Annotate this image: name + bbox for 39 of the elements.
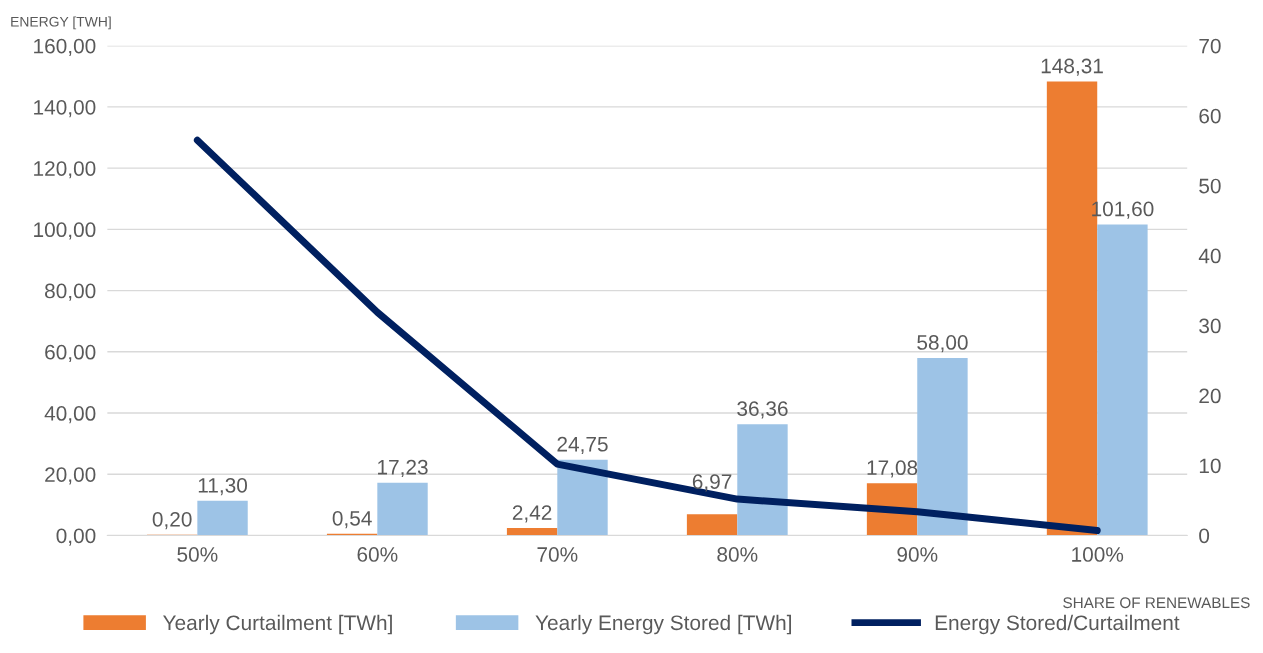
y2-tick-label: 70 bbox=[1199, 38, 1221, 54]
data-label: 0,54 bbox=[332, 510, 372, 529]
y-tick-label: 160,00 bbox=[34, 38, 96, 56]
y2-tick-label: 10 bbox=[1199, 458, 1221, 474]
data-label: 2,42 bbox=[512, 505, 552, 523]
x-tick-label: 70% bbox=[537, 547, 578, 562]
y-axis-title: ENERGY [TWH] bbox=[11, 16, 111, 30]
data-label: 148,31 bbox=[1041, 58, 1103, 76]
y-tick-label: 40,00 bbox=[44, 406, 96, 424]
x-tick-label: 80% bbox=[717, 547, 758, 562]
y-tick-label: 0,00 bbox=[56, 528, 96, 546]
x-tick-label: 60% bbox=[357, 547, 398, 562]
legend-label: Yearly Curtailment [TWh] bbox=[163, 614, 392, 635]
data-label: 6,97 bbox=[692, 474, 732, 492]
legend-label: Energy Stored/Curtailment bbox=[935, 614, 1180, 635]
y-tick-label: 60,00 bbox=[45, 344, 96, 363]
y2-tick-label: 20 bbox=[1199, 388, 1221, 404]
data-label: 24,75 bbox=[557, 436, 608, 455]
data-label: 58,00 bbox=[917, 335, 968, 353]
y-tick-label: 100,00 bbox=[34, 222, 96, 240]
y2-tick-label: 30 bbox=[1199, 318, 1221, 334]
x-tick-label: 90% bbox=[897, 547, 938, 562]
y-tick-label: 20,00 bbox=[45, 467, 96, 485]
y-tick-label: 140,00 bbox=[34, 99, 96, 118]
y2-tick-label: 0 bbox=[1199, 528, 1210, 544]
data-label: 11,30 bbox=[198, 478, 248, 496]
x-axis-title: SHARE OF RENEWABLES bbox=[1063, 597, 1250, 609]
data-label: 17,08 bbox=[867, 460, 918, 478]
y2-tick-label: 50 bbox=[1199, 178, 1221, 194]
data-label: 36,36 bbox=[737, 401, 788, 419]
y2-tick-label: 60 bbox=[1199, 108, 1221, 124]
x-tick-label: 100% bbox=[1072, 547, 1124, 562]
y2-tick-label: 40 bbox=[1198, 248, 1221, 264]
y-tick-label: 80,00 bbox=[45, 283, 96, 301]
data-label: 17,23 bbox=[378, 459, 428, 478]
x-tick-label: 50% bbox=[177, 547, 218, 562]
y-tick-label: 120,00 bbox=[34, 161, 96, 179]
legend-label: Yearly Energy Stored [TWh] bbox=[535, 614, 791, 635]
data-label: 0,20 bbox=[152, 511, 192, 530]
